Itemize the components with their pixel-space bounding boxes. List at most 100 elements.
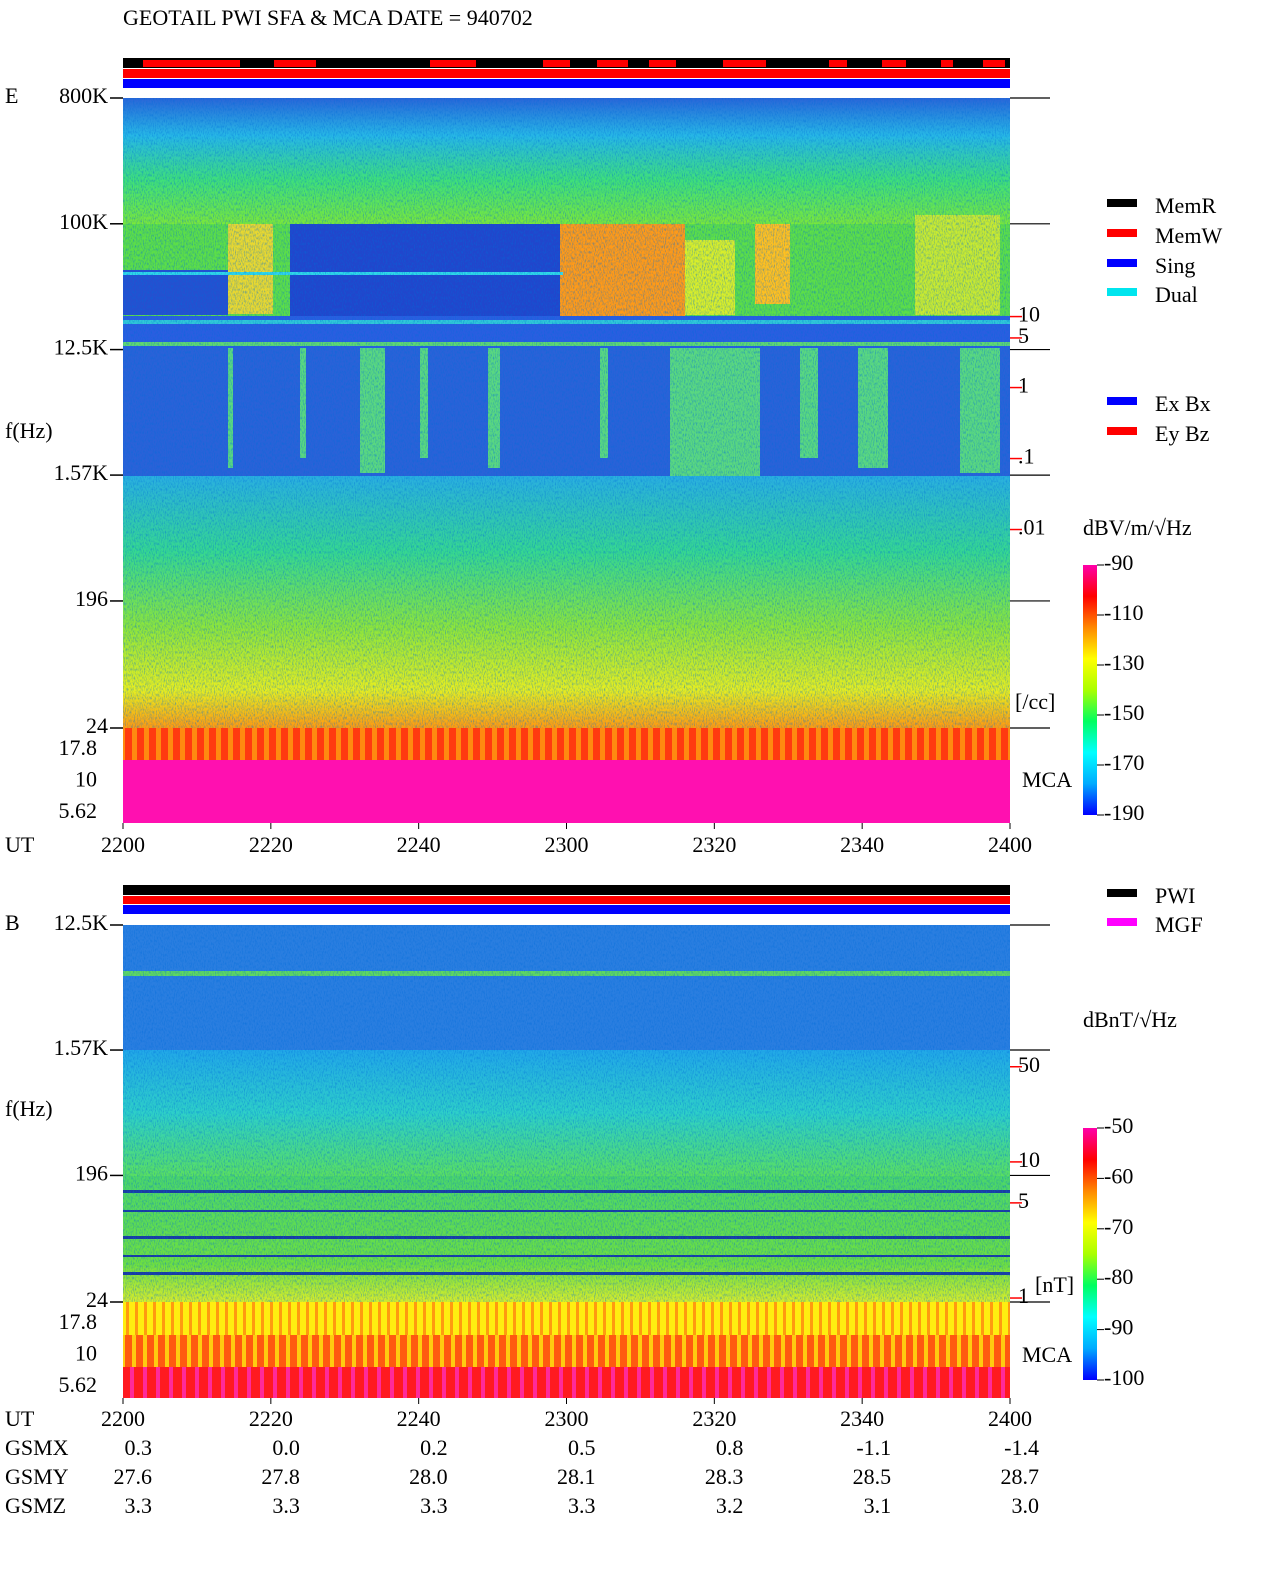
colorbar-tick-label: -90: [1104, 550, 1133, 575]
y2-tick-label: 50: [1018, 1052, 1040, 1077]
y-tick-label: 24: [86, 713, 108, 738]
x-tick-label: 2220: [249, 832, 293, 857]
ephemeris-value: -1.1: [856, 1435, 891, 1460]
spectrogram-e: [123, 98, 1010, 823]
y-tick-label: 196: [75, 1160, 108, 1185]
x-tick-label: 2220: [249, 1406, 293, 1431]
colorbar-tick-label: -70: [1104, 1214, 1133, 1239]
status-segment: [829, 60, 847, 67]
mca-label: MCA: [1022, 1342, 1072, 1367]
status-bar: [123, 896, 1010, 904]
noise: [123, 925, 1010, 1302]
chart-title: GEOTAIL PWI SFA & MCA DATE = 940702: [123, 5, 533, 30]
y2-tick-label: 10: [1018, 1147, 1040, 1172]
status-segment: [143, 60, 240, 67]
ephemeris-name: GSMY: [5, 1464, 69, 1489]
noise: [123, 98, 1010, 728]
x-tick-label: 2340: [840, 1406, 884, 1431]
status-segments: [143, 60, 1005, 67]
colorbar-tick-label: -90: [1104, 1315, 1133, 1340]
x-tick-label: 2200: [101, 832, 145, 857]
ephemeris-value: 0.3: [125, 1435, 153, 1460]
panel-label: B: [5, 910, 20, 935]
colorbar: [1083, 1128, 1097, 1380]
mca-label: MCA: [1022, 767, 1072, 792]
legend-label: MemW: [1155, 223, 1222, 248]
mca-band: [123, 1302, 1010, 1335]
colorbar-tick-label: -80: [1104, 1264, 1133, 1289]
ephemeris-value: 0.2: [420, 1435, 448, 1460]
mca-tick-label: 10: [75, 1341, 97, 1366]
ephemeris-value: 0.0: [272, 1435, 300, 1460]
colorbar-tick-label: -190: [1104, 800, 1144, 825]
ephemeris-name: GSMX: [5, 1435, 69, 1460]
x-tick-label: 2300: [545, 832, 589, 857]
spectrogram-b: [123, 925, 1010, 1398]
y-tick-label: 1.57K: [54, 460, 109, 485]
ephemeris-value: 3.3: [420, 1493, 448, 1518]
colorbar-tick-label: -60: [1104, 1163, 1133, 1188]
ephemeris-value: 0.8: [716, 1435, 744, 1460]
mca-band: [123, 1367, 1010, 1398]
legend-swatch: [1107, 229, 1137, 237]
x-tick-label: 2200: [101, 1406, 145, 1431]
legend-label: Ey Bz: [1155, 421, 1210, 446]
mca-tick-label: 5.62: [59, 1372, 98, 1397]
ephemeris-value: 0.5: [568, 1435, 596, 1460]
ephemeris-value: 27.6: [114, 1464, 153, 1489]
x-tick-label: 2240: [397, 1406, 441, 1431]
mca-tick-label: 17.8: [59, 1309, 98, 1334]
y-tick-label: 12.5K: [54, 335, 109, 360]
status-segment: [882, 60, 906, 67]
colorbar: [1083, 565, 1097, 815]
colorbar-tick-label: -130: [1104, 650, 1144, 675]
status-segment: [983, 60, 1005, 67]
y-tick-label: 1.57K: [54, 1035, 109, 1060]
mca-band: [123, 760, 1010, 823]
y-axis-label: f(Hz): [5, 1096, 53, 1121]
status-segment: [543, 60, 570, 67]
y2-tick-label: .01: [1018, 515, 1046, 540]
y2-axis-label: [nT]: [1035, 1272, 1074, 1297]
x-axis-label: UT: [5, 832, 35, 857]
ephemeris-value: 3.3: [272, 1493, 300, 1518]
x-tick-label: 2400: [988, 832, 1032, 857]
y-tick-label: 100K: [59, 209, 108, 234]
legend-label: Ex Bx: [1155, 391, 1211, 416]
ephemeris-value: 3.1: [864, 1493, 892, 1518]
y-axis-label: f(Hz): [5, 418, 53, 443]
colorbar-tick-label: -170: [1104, 750, 1144, 775]
status-segment: [649, 60, 676, 67]
ephemeris-value: 28.0: [409, 1464, 448, 1489]
y2-tick-label: 5: [1018, 323, 1029, 348]
legend-label: Dual: [1155, 282, 1198, 307]
ephemeris-value: 3.3: [568, 1493, 596, 1518]
status-bar: [123, 79, 1010, 88]
y2-tick-label: 5: [1018, 1188, 1029, 1213]
y2-tick-label: 10: [1018, 302, 1040, 327]
mca-tick-label: 10: [75, 767, 97, 792]
ephemeris-value: -1.4: [1004, 1435, 1039, 1460]
status-segment: [274, 60, 316, 67]
status-segment: [597, 60, 628, 67]
y-tick-label: 800K: [59, 83, 108, 108]
colorbar-tick-label: -150: [1104, 700, 1144, 725]
ephemeris-value: 28.3: [705, 1464, 744, 1489]
legend-label: Sing: [1155, 253, 1195, 278]
colorbar-tick-label: -50: [1104, 1113, 1133, 1138]
status-segment: [941, 60, 953, 67]
ephemeris-value: 27.8: [261, 1464, 300, 1489]
legend-swatch: [1107, 918, 1137, 926]
status-bar: [123, 885, 1010, 895]
x-tick-label: 2320: [692, 1406, 736, 1431]
mca-band: [123, 1335, 1010, 1367]
x-axis-label: UT: [5, 1406, 35, 1431]
y2-axis-label: [/cc]: [1015, 689, 1055, 714]
panel-label: E: [5, 83, 18, 108]
y2-tick-label: 1: [1018, 373, 1029, 398]
legend-swatch: [1107, 199, 1137, 207]
ephemeris-name: GSMZ: [5, 1493, 66, 1518]
y-tick-label: 24: [86, 1287, 108, 1312]
x-tick-label: 2320: [692, 832, 736, 857]
